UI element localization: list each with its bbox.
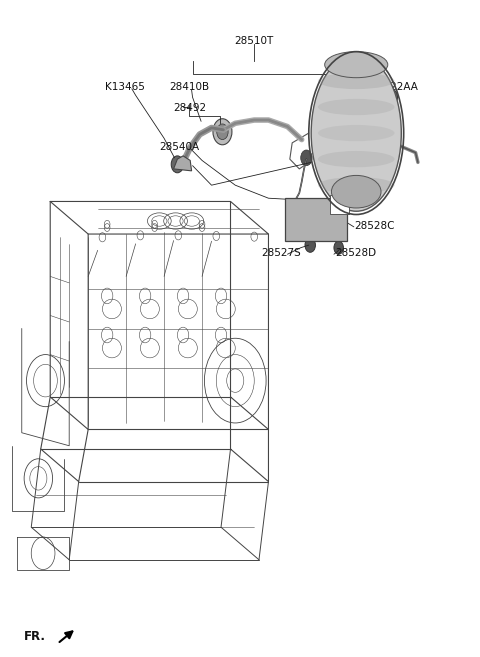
- Text: 28527S: 28527S: [261, 248, 301, 258]
- Text: 28528D: 28528D: [335, 248, 376, 258]
- Ellipse shape: [311, 55, 401, 212]
- Ellipse shape: [332, 175, 381, 208]
- Text: 1022AA: 1022AA: [378, 83, 419, 93]
- Circle shape: [217, 124, 228, 139]
- Text: 28510T: 28510T: [235, 35, 274, 45]
- Text: FR.: FR.: [24, 630, 46, 643]
- FancyBboxPatch shape: [330, 195, 349, 214]
- Circle shape: [213, 119, 232, 145]
- Ellipse shape: [318, 125, 395, 141]
- Text: 28540A: 28540A: [159, 143, 200, 152]
- Ellipse shape: [318, 99, 395, 115]
- FancyBboxPatch shape: [285, 198, 347, 240]
- Circle shape: [171, 156, 183, 173]
- Text: 28492: 28492: [174, 103, 207, 113]
- Ellipse shape: [324, 52, 388, 78]
- Ellipse shape: [318, 73, 395, 89]
- Text: 28410B: 28410B: [169, 83, 209, 93]
- Circle shape: [301, 150, 312, 166]
- Ellipse shape: [318, 177, 395, 193]
- Circle shape: [305, 238, 315, 252]
- Circle shape: [386, 89, 397, 105]
- Text: K13465: K13465: [105, 83, 144, 93]
- Text: 28528C: 28528C: [354, 221, 395, 231]
- Circle shape: [334, 241, 343, 254]
- Polygon shape: [174, 156, 192, 171]
- Ellipse shape: [318, 151, 395, 168]
